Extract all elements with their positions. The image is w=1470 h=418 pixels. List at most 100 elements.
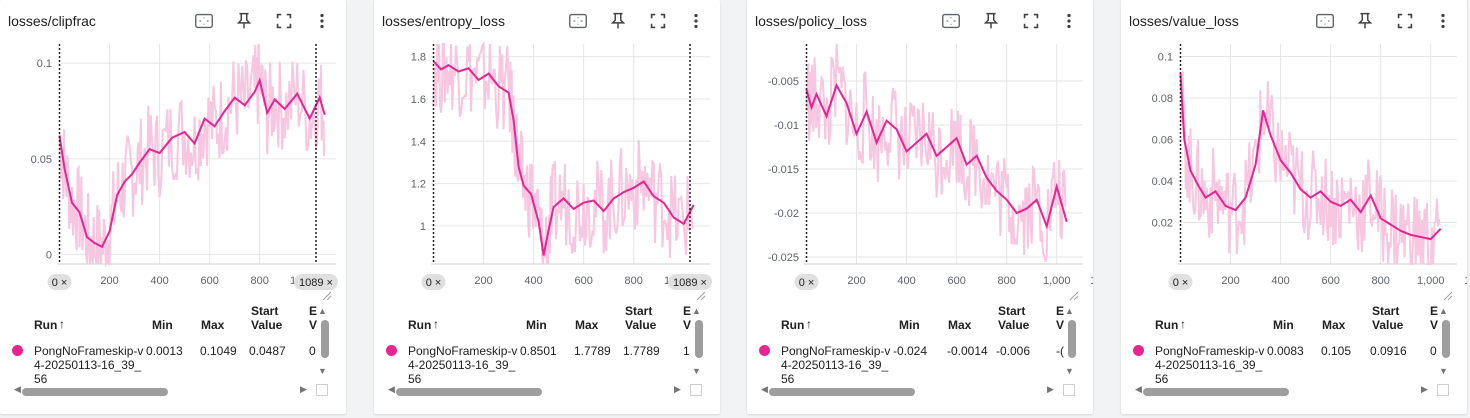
x-start-badge: 0 × (421, 274, 446, 290)
pin-icon[interactable] (1353, 9, 1377, 33)
column-header-start-value[interactable]: Start Value (1372, 304, 1404, 332)
fullscreen-icon[interactable] (1393, 9, 1417, 33)
scalar-card: losses/value_loss 0.02 0.04 0.06 0.08 0.1 200 4… (1121, 0, 1467, 414)
scroll-up-icon[interactable]: ▲ (1439, 306, 1448, 316)
runs-table: Run Min Max Start Value E V ↑ PongNoFrameskip-… (0, 300, 346, 410)
y-tick-label: 1 (420, 221, 426, 233)
run-min: 0.0013 (146, 344, 183, 358)
scroll-up-icon[interactable]: ▲ (692, 306, 701, 316)
smoothed-series-line (805, 82, 1068, 230)
fullscreen-icon[interactable] (1019, 9, 1043, 33)
run-max: 0.1049 (200, 344, 237, 358)
more-vert-icon[interactable] (310, 9, 334, 33)
table-resize-corner[interactable] (690, 384, 702, 396)
pin-icon[interactable] (232, 9, 256, 33)
column-header-max[interactable]: Max (575, 318, 599, 332)
column-header-start-value[interactable]: Start Value (251, 304, 283, 332)
column-header-min[interactable]: Min (899, 318, 920, 332)
fit-domain-icon[interactable] (192, 9, 216, 33)
scroll-up-icon[interactable]: ▲ (1065, 306, 1074, 316)
sort-ascending-icon[interactable]: ↑ (433, 317, 439, 331)
y-tick-label: 1.6 (411, 94, 426, 106)
run-min: -0.024 (893, 344, 928, 358)
x-tick-label: 1, (1090, 275, 1093, 287)
column-header-min[interactable]: Min (526, 318, 547, 332)
y-tick-label: 1.8 (411, 52, 426, 64)
column-header-max[interactable]: Max (948, 318, 972, 332)
column-header-end-value[interactable]: E V (1056, 304, 1065, 332)
column-header-start-value[interactable]: Start Value (625, 304, 657, 332)
fit-domain-icon[interactable] (566, 9, 590, 33)
sort-ascending-icon[interactable]: ↑ (806, 317, 812, 331)
line-chart[interactable]: 11.21.41.61.82004006008001,00 ×1089 × (374, 36, 720, 300)
horizontal-scrollbar-thumb[interactable] (22, 388, 168, 396)
run-min: 0.0083 (1267, 344, 1304, 358)
scroll-left-icon[interactable]: ◀ (761, 384, 768, 394)
y-tick-label: 0.06 (1152, 134, 1173, 146)
column-header-start-value[interactable]: Start Value (998, 304, 1030, 332)
horizontal-scrollbar-thumb[interactable] (769, 388, 915, 396)
scroll-down-icon[interactable]: ▼ (1439, 366, 1448, 376)
more-vert-icon[interactable] (1057, 9, 1081, 33)
svg-text:1089 ×: 1089 × (299, 277, 333, 289)
line-chart[interactable]: -0.025 -0.02 -0.015 -0.01 -0.005 200 400 600 800… (747, 36, 1093, 300)
scroll-up-icon[interactable]: ▲ (318, 306, 327, 316)
more-vert-icon[interactable] (1431, 9, 1455, 33)
scroll-right-icon[interactable]: ▶ (1421, 384, 1428, 394)
column-header-min[interactable]: Min (1273, 318, 1294, 332)
resize-handle-icon[interactable] (1069, 288, 1079, 301)
x-tick-label: 200 (474, 275, 492, 287)
vertical-scrollbar-thumb[interactable] (1068, 320, 1076, 358)
y-tick-label: -0.005 (768, 76, 799, 88)
scroll-down-icon[interactable]: ▼ (1065, 366, 1074, 376)
vertical-scrollbar-thumb[interactable] (321, 320, 329, 358)
scroll-left-icon[interactable]: ◀ (14, 384, 21, 394)
card-title: losses/policy_loss (755, 13, 868, 29)
horizontal-scrollbar-thumb[interactable] (1143, 388, 1289, 396)
column-header-run[interactable]: Run (408, 318, 432, 332)
fit-domain-icon[interactable] (1313, 9, 1337, 33)
resize-handle-icon[interactable] (322, 288, 332, 301)
column-header-end-value[interactable]: E V (309, 304, 318, 332)
column-header-min[interactable]: Min (152, 318, 173, 332)
scroll-down-icon[interactable]: ▼ (692, 366, 701, 376)
column-header-end-value[interactable]: E V (1430, 304, 1439, 332)
scalar-card: losses/clipfrac00.050.12004006008001,00 … (0, 0, 346, 414)
pin-icon[interactable] (979, 9, 1003, 33)
scroll-left-icon[interactable]: ◀ (388, 384, 395, 394)
vertical-scrollbar-thumb[interactable] (695, 320, 703, 358)
column-header-run[interactable]: Run (34, 318, 58, 332)
column-header-end-value[interactable]: E V (683, 304, 692, 332)
more-vert-icon[interactable] (684, 9, 708, 33)
fullscreen-icon[interactable] (272, 9, 296, 33)
horizontal-scrollbar-thumb[interactable] (396, 388, 542, 396)
scroll-right-icon[interactable]: ▶ (300, 384, 307, 394)
sort-ascending-icon[interactable]: ↑ (59, 317, 65, 331)
run-min: 0.8501 (520, 344, 557, 358)
column-header-run[interactable]: Run (1155, 318, 1179, 332)
fit-domain-icon[interactable] (939, 9, 963, 33)
x-tick-label: 400 (524, 275, 542, 287)
column-header-max[interactable]: Max (201, 318, 225, 332)
line-chart[interactable]: 0.02 0.04 0.06 0.08 0.1 200 400 600 800 1,000 1, 0 … (1121, 36, 1467, 300)
column-header-run[interactable]: Run (781, 318, 805, 332)
run-start-value: 1.7789 (623, 344, 660, 358)
scroll-down-icon[interactable]: ▼ (318, 366, 327, 376)
table-resize-corner[interactable] (1437, 384, 1449, 396)
table-resize-corner[interactable] (1063, 384, 1075, 396)
column-header-max[interactable]: Max (1322, 318, 1346, 332)
fullscreen-icon[interactable] (646, 9, 670, 33)
table-resize-corner[interactable] (316, 384, 328, 396)
scroll-right-icon[interactable]: ▶ (1047, 384, 1054, 394)
vertical-scrollbar-thumb[interactable] (1442, 320, 1450, 358)
resize-handle-icon[interactable] (1443, 288, 1453, 301)
run-max: 1.7789 (574, 344, 611, 358)
svg-text:1089 ×: 1089 × (673, 277, 707, 289)
scroll-right-icon[interactable]: ▶ (674, 384, 681, 394)
resize-handle-icon[interactable] (696, 288, 706, 301)
card-title: losses/entropy_loss (382, 13, 505, 29)
pin-icon[interactable] (606, 9, 630, 33)
sort-ascending-icon[interactable]: ↑ (1180, 317, 1186, 331)
scroll-left-icon[interactable]: ◀ (1135, 384, 1142, 394)
